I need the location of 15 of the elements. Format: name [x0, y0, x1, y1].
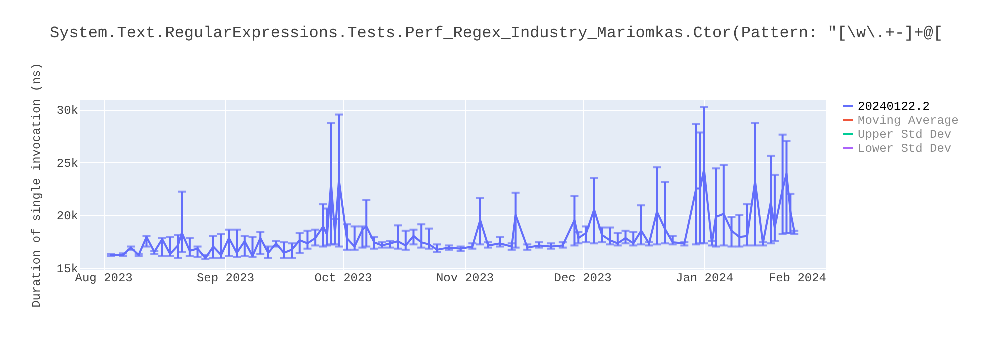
legend-label: 20240122.2 — [858, 100, 930, 114]
x-tick-label: Nov 2023 — [436, 272, 494, 286]
x-tick-label: Dec 2023 — [554, 272, 612, 286]
legend-label: Upper Std Dev — [858, 128, 952, 142]
x-tick-label: Oct 2023 — [314, 272, 372, 286]
chart-title: System.Text.RegularExpressions.Tests.Perf_Regex_Industry_Mariomkas.Ctor(Pattern: "[\w\.+-]+@[ — [50, 24, 943, 43]
x-tick-label: Feb 2024 — [768, 272, 826, 286]
x-tick-label: Jan 2024 — [676, 272, 734, 286]
y-axis-title: Duration of single invocation (ns) — [30, 63, 44, 308]
x-tick-label: Sep 2023 — [196, 272, 255, 286]
y-tick-label: 30k — [56, 104, 78, 118]
legend-label: Lower Std Dev — [858, 142, 952, 156]
y-tick-label: 20k — [56, 210, 78, 224]
y-tick-label: 25k — [56, 156, 78, 171]
legend-label: Moving Average — [858, 114, 959, 128]
